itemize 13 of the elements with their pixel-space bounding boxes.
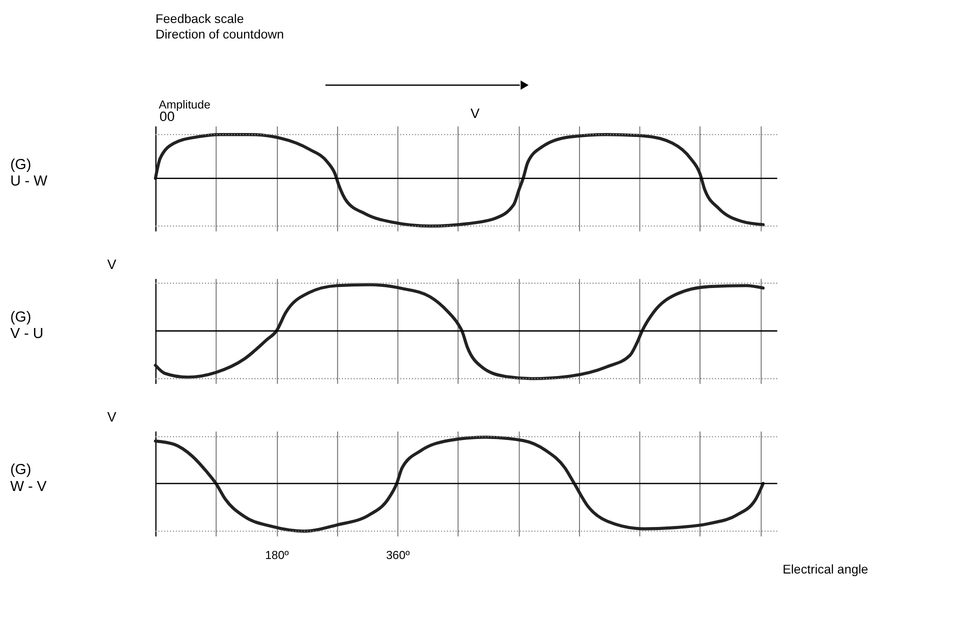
x-tick-label: 180º bbox=[265, 548, 290, 562]
x-tick-label: 360º bbox=[386, 548, 411, 562]
text: 00 bbox=[160, 109, 176, 124]
text: V bbox=[107, 256, 116, 272]
y-axis-title: (G) W - V bbox=[10, 462, 47, 495]
text: V bbox=[107, 409, 116, 424]
y-axis-title: (G) V - U bbox=[10, 310, 44, 342]
text: Amplitude bbox=[158, 98, 210, 112]
y-axis-title: (G) U - W bbox=[10, 157, 48, 190]
x-axis-title: Electrical angle bbox=[782, 562, 868, 576]
chart-title: Feedback scale bbox=[155, 12, 244, 26]
text: V bbox=[470, 106, 480, 122]
chart-subtitle: Direction of countdown bbox=[155, 28, 284, 42]
